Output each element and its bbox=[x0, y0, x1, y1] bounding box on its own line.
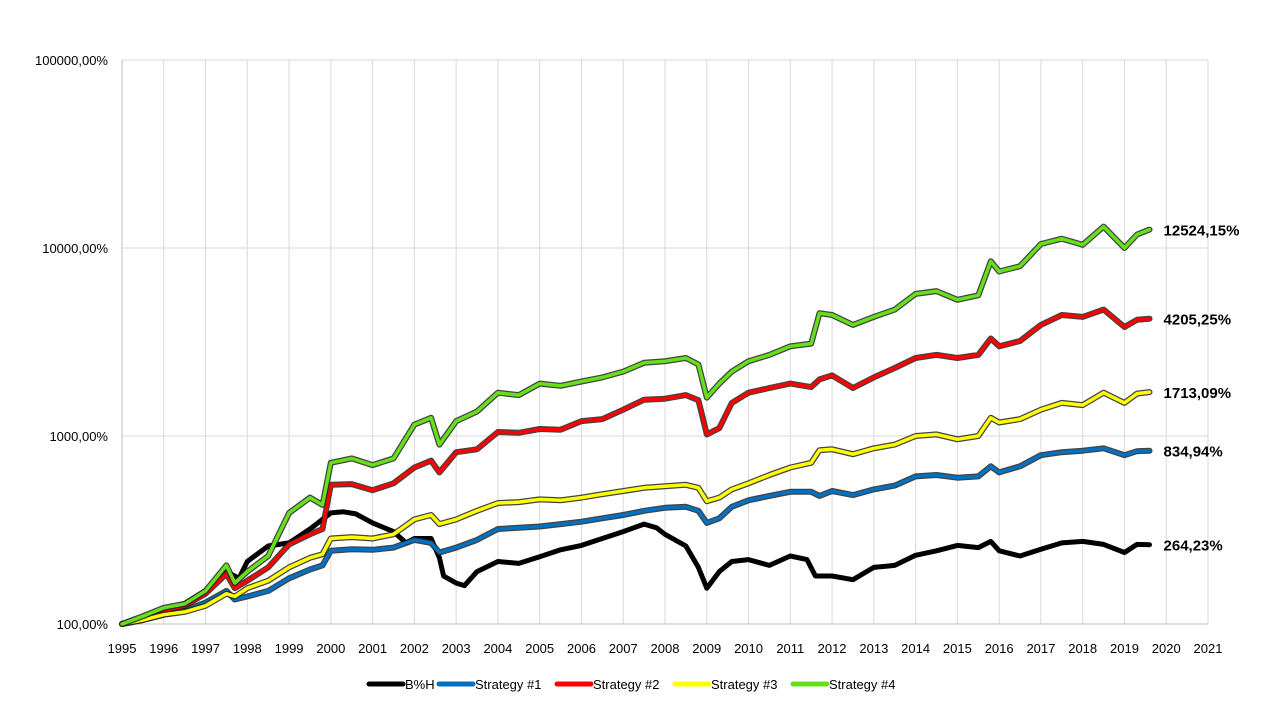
legend-label: Strategy #2 bbox=[593, 677, 660, 692]
series-lines bbox=[119, 223, 1153, 627]
series-line-outline bbox=[119, 223, 1153, 627]
series-line-strategy-2 bbox=[120, 307, 1152, 626]
legend-label: Strategy #4 bbox=[829, 677, 896, 692]
end-value-label: 834,94% bbox=[1164, 444, 1223, 461]
x-tick-label: 1995 bbox=[108, 641, 137, 656]
x-tick-label: 2014 bbox=[901, 641, 930, 656]
x-tick-label: 2020 bbox=[1152, 641, 1181, 656]
y-tick-label: 10000,00% bbox=[42, 241, 108, 256]
end-value-label: 4205,25% bbox=[1164, 312, 1232, 329]
y-tick-label: 100,00% bbox=[57, 617, 109, 632]
x-tick-label: 1997 bbox=[191, 641, 220, 656]
x-tick-label: 2012 bbox=[818, 641, 847, 656]
x-tick-label: 2015 bbox=[943, 641, 972, 656]
x-tick-label: 1996 bbox=[149, 641, 178, 656]
legend-item: Strategy #2 bbox=[554, 677, 660, 692]
x-tick-label: 2005 bbox=[525, 641, 554, 656]
x-tick-label: 2016 bbox=[985, 641, 1014, 656]
series-line-strategy-4 bbox=[120, 224, 1152, 626]
series-line-strategy-3 bbox=[120, 390, 1152, 626]
x-tick-label: 2018 bbox=[1068, 641, 1097, 656]
x-tick-label: 1999 bbox=[275, 641, 304, 656]
y-tick-label: 1000,00% bbox=[49, 429, 108, 444]
x-tick-label: 2006 bbox=[567, 641, 596, 656]
legend-item: B%H bbox=[366, 677, 435, 692]
x-tick-label: 1998 bbox=[233, 641, 262, 656]
x-tick-label: 2003 bbox=[442, 641, 471, 656]
legend: B%H Strategy #1 Strategy #2 Strategy #3 Stra… bbox=[366, 677, 896, 692]
x-tick-label: 2017 bbox=[1026, 641, 1055, 656]
x-tick-label: 2000 bbox=[316, 641, 345, 656]
end-labels: 264,23% 834,94% 4205,25% 1713,09% 12524,15% bbox=[1164, 223, 1240, 555]
x-tick-labels: 1995 1996 1997 1998 1999 2000 2001 2002 2003 2004… bbox=[108, 641, 1223, 656]
x-tick-label: 2001 bbox=[358, 641, 387, 656]
x-tick-label: 2008 bbox=[651, 641, 680, 656]
end-value-label: 264,23% bbox=[1164, 538, 1223, 555]
x-tick-label: 2019 bbox=[1110, 641, 1139, 656]
legend-item: Strategy #3 bbox=[672, 677, 778, 692]
y-tick-label: 100000,00% bbox=[35, 53, 108, 68]
legend-label: Strategy #1 bbox=[475, 677, 542, 692]
x-tick-label: 2021 bbox=[1194, 641, 1223, 656]
x-tick-label: 2007 bbox=[609, 641, 638, 656]
y-tick-labels: 100,00% 1000,00% 10000,00% 100000,00% bbox=[35, 53, 108, 632]
legend-item: Strategy #4 bbox=[790, 677, 896, 692]
legend-item: Strategy #1 bbox=[436, 677, 542, 692]
end-value-label: 1713,09% bbox=[1164, 385, 1232, 402]
grid bbox=[121, 59, 1209, 625]
legend-label: Strategy #3 bbox=[711, 677, 778, 692]
x-tick-label: 2004 bbox=[483, 641, 512, 656]
axes bbox=[121, 60, 1208, 625]
x-tick-label: 2002 bbox=[400, 641, 429, 656]
x-tick-label: 2009 bbox=[692, 641, 721, 656]
x-tick-label: 2011 bbox=[776, 641, 804, 656]
series-line-bh bbox=[119, 509, 1152, 627]
x-tick-label: 2010 bbox=[734, 641, 763, 656]
legend-label: B%H bbox=[405, 677, 435, 692]
x-tick-label: 2013 bbox=[859, 641, 888, 656]
series-line-strategy-1 bbox=[120, 446, 1152, 626]
end-value-label: 12524,15% bbox=[1164, 223, 1240, 240]
